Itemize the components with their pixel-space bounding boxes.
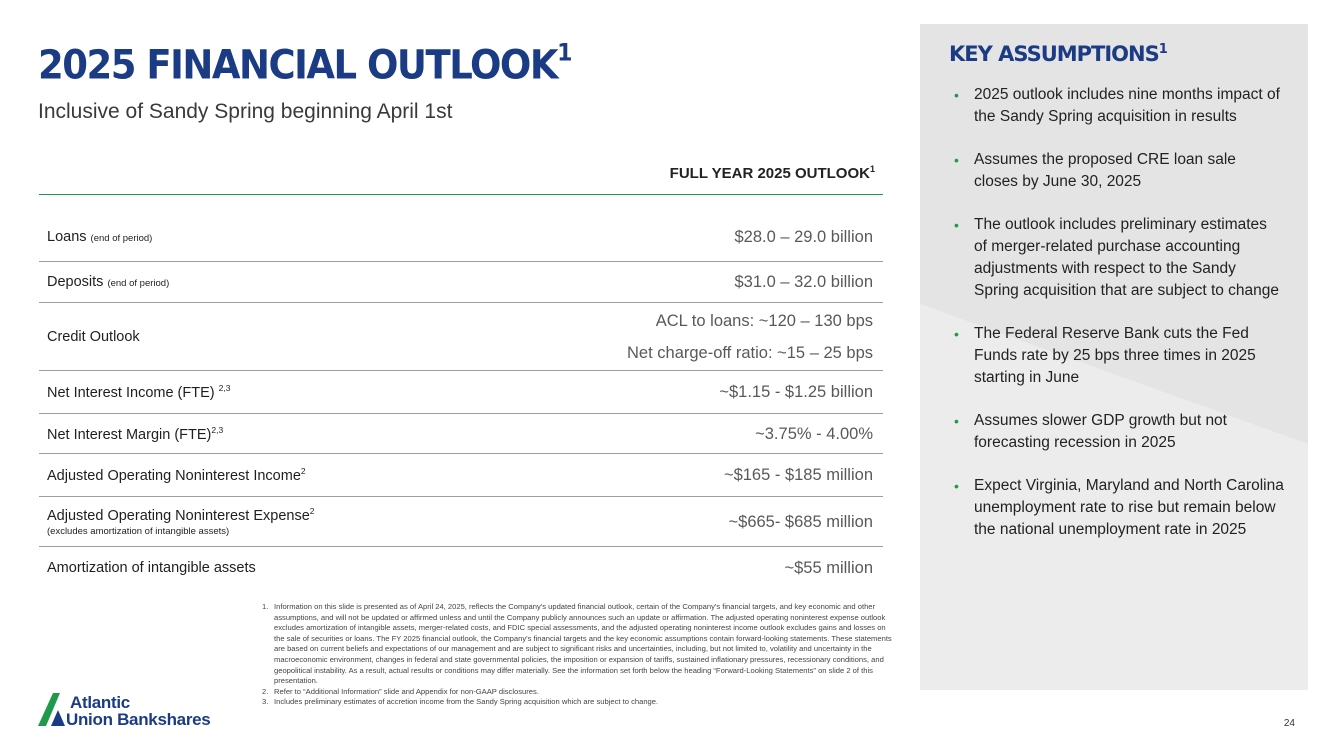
- row-label: Loans (end of period): [47, 228, 153, 245]
- row-value: ~3.75% - 4.00%: [755, 424, 873, 443]
- footnote: 1. Information on this slide is presented…: [262, 602, 892, 686]
- list-item: • The outlook includes preliminary estima…: [954, 216, 1280, 299]
- bullet-icon: •: [954, 326, 959, 342]
- row-label: Amortization of intangible assets: [47, 560, 256, 576]
- row-value: ~$55 million: [784, 559, 873, 577]
- bullet-icon: •: [954, 217, 959, 233]
- key-assumptions-panel: [920, 24, 1308, 690]
- list-item: • The Federal Reserve Bank cuts the Fed F…: [954, 325, 1256, 386]
- key-assumptions-title: KEY ASSUMPTIONS1: [949, 42, 1168, 66]
- logo-mark-icon: [38, 693, 65, 726]
- row-value: ~$1.15 - $1.25 billion: [719, 383, 873, 401]
- list-item: • Assumes the proposed CRE loan sale clos…: [954, 151, 1236, 190]
- table-row-credit-outlook: Credit Outlook ACL to loans: ~120 – 130 …: [39, 303, 883, 371]
- bullet-icon: •: [954, 478, 959, 494]
- logo-line-2: Union Bankshares: [66, 710, 211, 729]
- outlook-table: Loans (end of period) $28.0 – 29.0 billi…: [39, 212, 883, 589]
- slide-title: 2025 FINANCIAL OUTLOOK1: [38, 39, 573, 89]
- footnote: 2. Refer to “Additional Information” slid…: [262, 686, 539, 696]
- title-footnote-ref: 1: [557, 39, 573, 67]
- footnote: 3. Includes preliminary estimates of accr…: [262, 697, 659, 707]
- bullet-icon: •: [954, 152, 959, 168]
- table-row-net-interest-income: Net Interest Income (FTE) 2,3 ~$1.15 - $…: [39, 371, 883, 414]
- table-row-loans: Loans (end of period) $28.0 – 29.0 billi…: [39, 212, 883, 262]
- row-label: Net Interest Margin (FTE)2,3: [47, 424, 224, 443]
- row-label: Adjusted Operating Noninterest Income2: [47, 466, 306, 484]
- footnotes: 1. Information on this slide is presented…: [262, 602, 892, 708]
- row-value: $28.0 – 29.0 billion: [734, 227, 873, 246]
- acl-to-loans: ACL to loans: ~120 – 130 bps: [655, 311, 873, 330]
- list-item: • Expect Virginia, Maryland and North Car…: [954, 477, 1284, 538]
- key-assumptions-list: • 2025 outlook includes nine months impac…: [954, 84, 1284, 562]
- row-label: Credit Outlook: [47, 328, 140, 345]
- table-row-amortization: Amortization of intangible assets ~$55 m…: [39, 547, 883, 589]
- table-row-noninterest-income: Adjusted Operating Noninterest Income2 ~…: [39, 454, 883, 497]
- panel-background-shape: [920, 24, 1308, 444]
- list-item: • 2025 outlook includes nine months impac…: [954, 86, 1280, 125]
- row-label: Net Interest Income (FTE) 2,3: [47, 383, 231, 401]
- row-value: $31.0 – 32.0 billion: [734, 273, 873, 291]
- net-charge-off-ratio: Net charge-off ratio: ~15 – 25 bps: [627, 343, 873, 362]
- company-logo: Atlantic Union Bankshares: [38, 693, 258, 729]
- table-row-deposits: Deposits (end of period) $31.0 – 32.0 bi…: [39, 262, 883, 303]
- page-number: 24: [1283, 718, 1295, 729]
- bullet-icon: •: [954, 87, 959, 103]
- row-value: ~$665- $685 million: [728, 512, 873, 531]
- row-value: ACL to loans: ~120 – 130 bps Net charge-…: [627, 305, 873, 369]
- row-label: Adjusted Operating Noninterest Expense2(…: [47, 506, 315, 537]
- table-row-noninterest-expense: Adjusted Operating Noninterest Expense2(…: [39, 497, 883, 547]
- row-label: Deposits (end of period): [47, 274, 170, 290]
- logo-line-1: Atlantic: [70, 693, 130, 712]
- table-row-net-interest-margin: Net Interest Margin (FTE)2,3 ~3.75% - 4.…: [39, 414, 883, 454]
- header-divider: [39, 194, 883, 195]
- outlook-column-header: FULL YEAR 2025 OUTLOOK1: [669, 164, 875, 182]
- list-item: • Assumes slower GDP growth but not forec…: [954, 412, 1227, 451]
- row-value: ~$165 - $185 million: [723, 466, 873, 484]
- slide-subtitle: Inclusive of Sandy Spring beginning Apri…: [38, 100, 453, 123]
- bullet-icon: •: [954, 413, 959, 429]
